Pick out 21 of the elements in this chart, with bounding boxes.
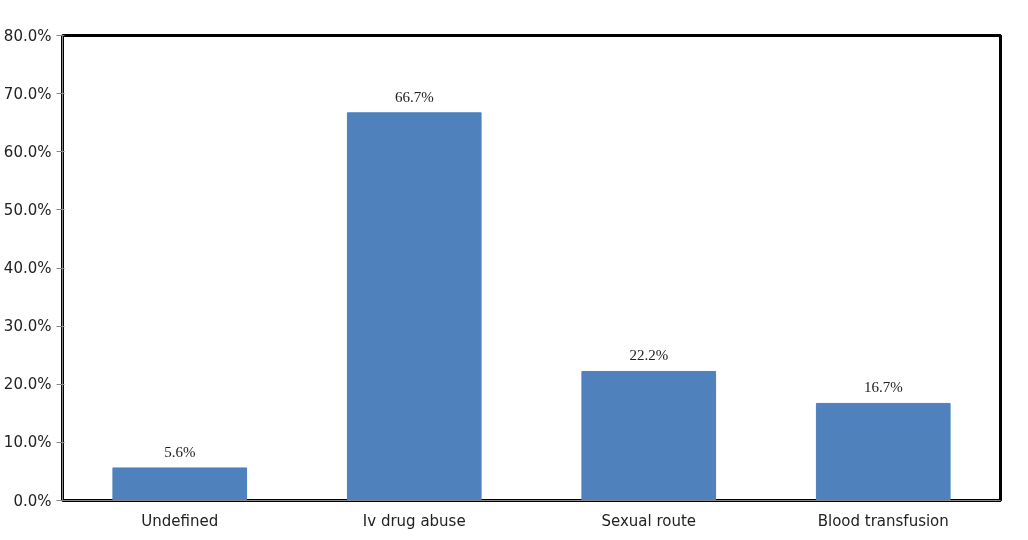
data-label: 22.2%: [629, 347, 669, 364]
bar: [112, 467, 248, 501]
bar: [346, 112, 482, 501]
data-label: 16.7%: [863, 379, 903, 396]
y-tick-label: 60.0%: [3, 142, 52, 161]
y-tick-label: 80.0%: [3, 26, 52, 45]
data-label: 5.6%: [164, 443, 196, 460]
bar: [581, 370, 717, 501]
x-tick-label: Sexual route: [601, 511, 697, 530]
y-tick-label: 20.0%: [3, 375, 52, 394]
data-label: 66.7%: [394, 88, 434, 105]
y-tick-label: 50.0%: [3, 200, 52, 219]
y-tick-label: 10.0%: [3, 433, 52, 452]
y-tick-label: 30.0%: [3, 317, 52, 336]
x-tick-label: Undefined: [141, 511, 219, 530]
y-tick-label: 0.0%: [13, 491, 52, 510]
x-tick-label: Iv drug abuse: [362, 511, 466, 530]
y-tick-label: 40.0%: [3, 259, 52, 277]
y-tick-label: 70.0%: [3, 84, 52, 103]
bar: [815, 402, 951, 501]
x-tick-label: Blood transfusion: [817, 511, 949, 530]
